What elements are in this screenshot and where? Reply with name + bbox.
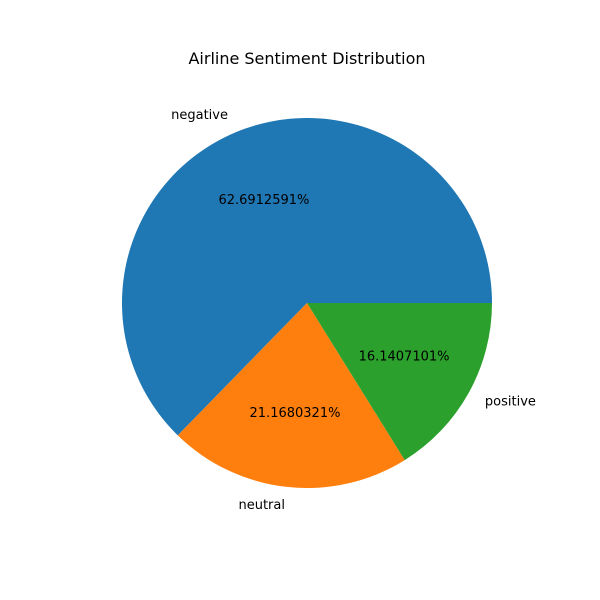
pie-slices xyxy=(122,118,492,488)
slice-label-negative: negative xyxy=(171,108,228,123)
slice-label-neutral: neutral xyxy=(238,498,285,513)
slice-percent-neutral: 21.1680321% xyxy=(250,406,341,421)
slice-label-positive: positive xyxy=(485,394,536,409)
slice-percent-negative: 62.6912591% xyxy=(218,193,309,208)
slice-percent-positive: 16.1407101% xyxy=(359,349,450,364)
chart-title: Airline Sentiment Distribution xyxy=(188,49,425,68)
